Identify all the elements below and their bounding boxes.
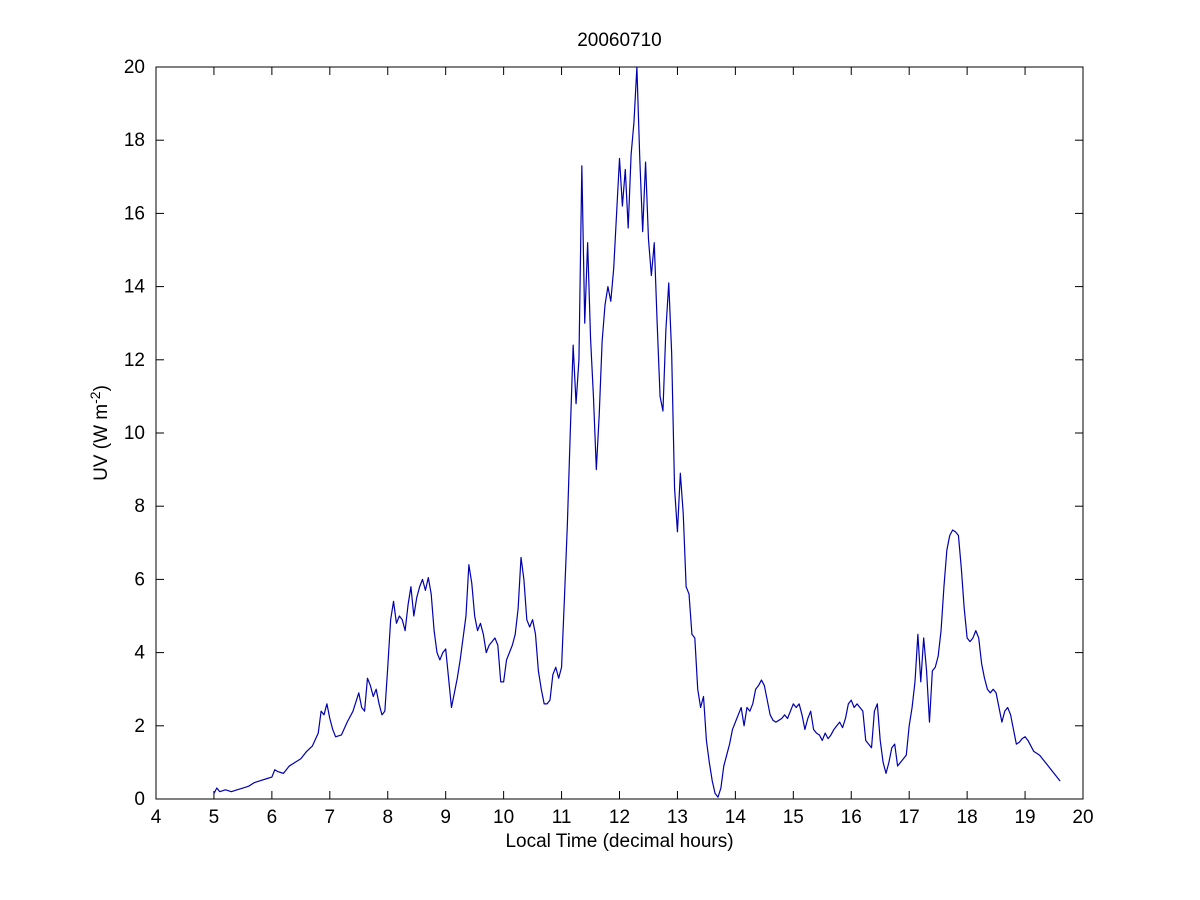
y-tick-label: 10 <box>124 423 145 444</box>
x-tick-label: 19 <box>1014 807 1035 828</box>
y-axis-label: UV (W m-2) <box>87 385 113 481</box>
y-tick-label: 12 <box>124 350 145 371</box>
y-tick-label: 0 <box>134 789 145 810</box>
y-tick-label: 14 <box>124 277 146 298</box>
x-tick-label: 15 <box>783 807 804 828</box>
chart-title: 20060710 <box>577 30 662 51</box>
x-tick-label: 10 <box>493 807 514 828</box>
y-tick-label: 16 <box>124 203 145 224</box>
y-tick-label: 4 <box>134 643 145 664</box>
x-tick-label: 4 <box>151 807 162 828</box>
plot-border <box>155 66 1084 800</box>
y-tick-label: 18 <box>124 130 145 151</box>
x-tick-label: 16 <box>841 807 862 828</box>
y-axis-label-superscript: -2 <box>86 391 103 404</box>
y-axis-label-prefix: UV (W m <box>91 403 113 481</box>
x-tick-label: 11 <box>552 807 572 828</box>
y-tick-label: 8 <box>134 496 145 517</box>
x-tick-label: 18 <box>957 807 978 828</box>
x-tick-label: 9 <box>440 807 451 828</box>
y-tick-label: 20 <box>124 57 145 78</box>
x-tick-label: 20 <box>1072 807 1093 828</box>
x-tick-label: 8 <box>382 807 393 828</box>
x-tick-label: 17 <box>899 807 920 828</box>
y-tick-label: 6 <box>134 569 145 590</box>
x-tick-label: 13 <box>667 807 688 828</box>
x-tick-label: 14 <box>725 807 747 828</box>
y-axis-label-suffix: ) <box>91 385 113 392</box>
x-tick-label: 12 <box>609 807 630 828</box>
x-axis-label: Local Time (decimal hours) <box>505 831 734 852</box>
x-tick-label: 7 <box>325 807 336 828</box>
y-tick-label: 2 <box>134 716 145 737</box>
x-tick-label: 6 <box>267 807 278 828</box>
data-series-line <box>213 66 1061 798</box>
x-tick-label: 5 <box>209 807 220 828</box>
